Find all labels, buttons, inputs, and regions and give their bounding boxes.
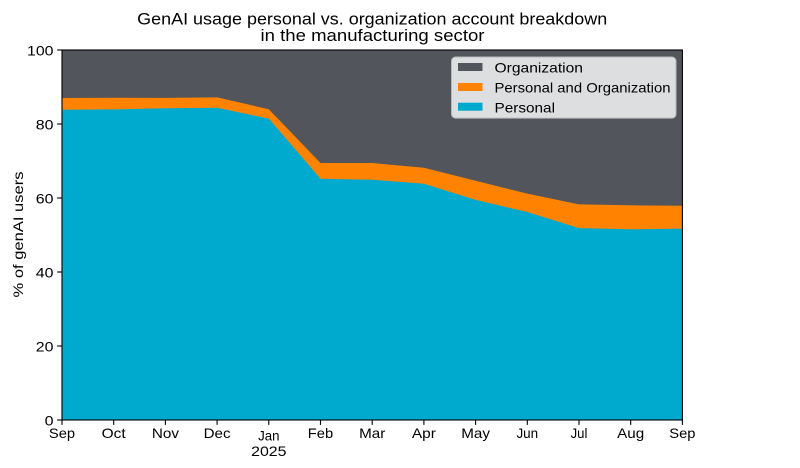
svg-text:May: May (461, 425, 490, 441)
svg-text:Mar: Mar (359, 425, 386, 441)
svg-text:Dec: Dec (204, 425, 231, 441)
svg-text:Oct: Oct (102, 425, 126, 441)
svg-text:60: 60 (36, 191, 54, 207)
svg-text:100: 100 (27, 43, 54, 59)
svg-text:Organization: Organization (495, 60, 584, 76)
svg-text:Sep: Sep (49, 425, 75, 441)
svg-text:Personal and Organization: Personal and Organization (495, 80, 671, 96)
svg-text:Nov: Nov (152, 425, 179, 441)
svg-text:Jan: Jan (258, 428, 279, 444)
svg-text:80: 80 (36, 117, 54, 133)
svg-text:2025: 2025 (251, 443, 287, 459)
svg-text:40: 40 (36, 265, 54, 281)
svg-text:20: 20 (36, 339, 54, 355)
svg-text:Sep: Sep (669, 425, 695, 441)
svg-text:in the manufacturing sector: in the manufacturing sector (261, 27, 486, 45)
svg-text:Personal: Personal (495, 100, 556, 116)
svg-text:Feb: Feb (308, 425, 334, 441)
svg-text:Aug: Aug (617, 425, 644, 441)
svg-text:Jun: Jun (516, 425, 538, 441)
svg-text:0: 0 (45, 413, 54, 429)
svg-text:Apr: Apr (412, 425, 436, 441)
svg-text:GenAI usage personal vs. organ: GenAI usage personal vs. organization ac… (137, 11, 607, 29)
svg-text:Jul: Jul (571, 425, 588, 441)
svg-text:% of genAI users: % of genAI users (10, 172, 26, 298)
